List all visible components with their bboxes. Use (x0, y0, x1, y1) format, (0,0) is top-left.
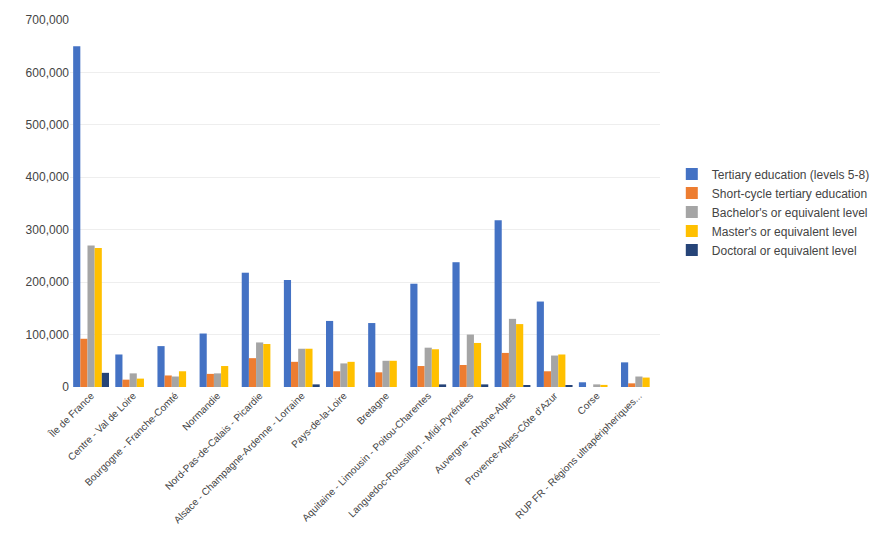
svg-text:Nord-Pas-de-Calais - Picardie: Nord-Pas-de-Calais - Picardie (163, 390, 265, 492)
svg-text:RUP FR - Régions ultrapéripher: RUP FR - Régions ultrapéripheriques... (513, 390, 644, 521)
svg-text:500,000: 500,000 (26, 118, 70, 132)
svg-text:Alsace - Champagne-Ardenne - L: Alsace - Champagne-Ardenne - Lorraine (172, 390, 307, 525)
svg-text:700,000: 700,000 (26, 13, 70, 27)
svg-text:Normandie: Normandie (180, 390, 223, 433)
svg-text:Pays-de-la-Loire: Pays-de-la-Loire (289, 390, 349, 450)
svg-text:Tertiary education (levels 5-8: Tertiary education (levels 5-8) (712, 168, 869, 182)
svg-text:Aquitaine - Limousin - Poitou-: Aquitaine - Limousin - Poitou-Charentes (300, 390, 433, 523)
svg-text:600,000: 600,000 (26, 66, 70, 80)
svg-text:0: 0 (62, 380, 69, 394)
svg-text:Auvergne - Rhône-Alpes: Auvergne - Rhône-Alpes (432, 390, 517, 475)
svg-text:Master's or equivalent level: Master's or equivalent level (712, 225, 857, 239)
svg-text:100,000: 100,000 (26, 328, 70, 342)
svg-text:Île de France: Île de France (46, 389, 97, 440)
svg-text:Languedoc-Roussillon - Midi-Py: Languedoc-Roussillon - Midi-Pyrénées (346, 390, 475, 519)
svg-text:300,000: 300,000 (26, 223, 70, 237)
svg-text:Corse: Corse (575, 390, 602, 417)
svg-text:400,000: 400,000 (26, 170, 70, 184)
svg-text:Bourgogne - Franche-Comté: Bourgogne - Franche-Comté (83, 390, 181, 488)
svg-text:Doctoral or equivalent level: Doctoral or equivalent level (712, 244, 857, 258)
svg-text:Provence-Alpes-Côte d'Azur: Provence-Alpes-Côte d'Azur (463, 390, 560, 487)
svg-text:200,000: 200,000 (26, 275, 70, 289)
svg-text:Bachelor's or equivalent level: Bachelor's or equivalent level (712, 206, 868, 220)
svg-text:Bretagne: Bretagne (355, 390, 392, 427)
svg-text:Centre - Val de Loire: Centre - Val de Loire (66, 390, 139, 463)
svg-text:Short-cycle tertiary education: Short-cycle tertiary education (712, 187, 867, 201)
